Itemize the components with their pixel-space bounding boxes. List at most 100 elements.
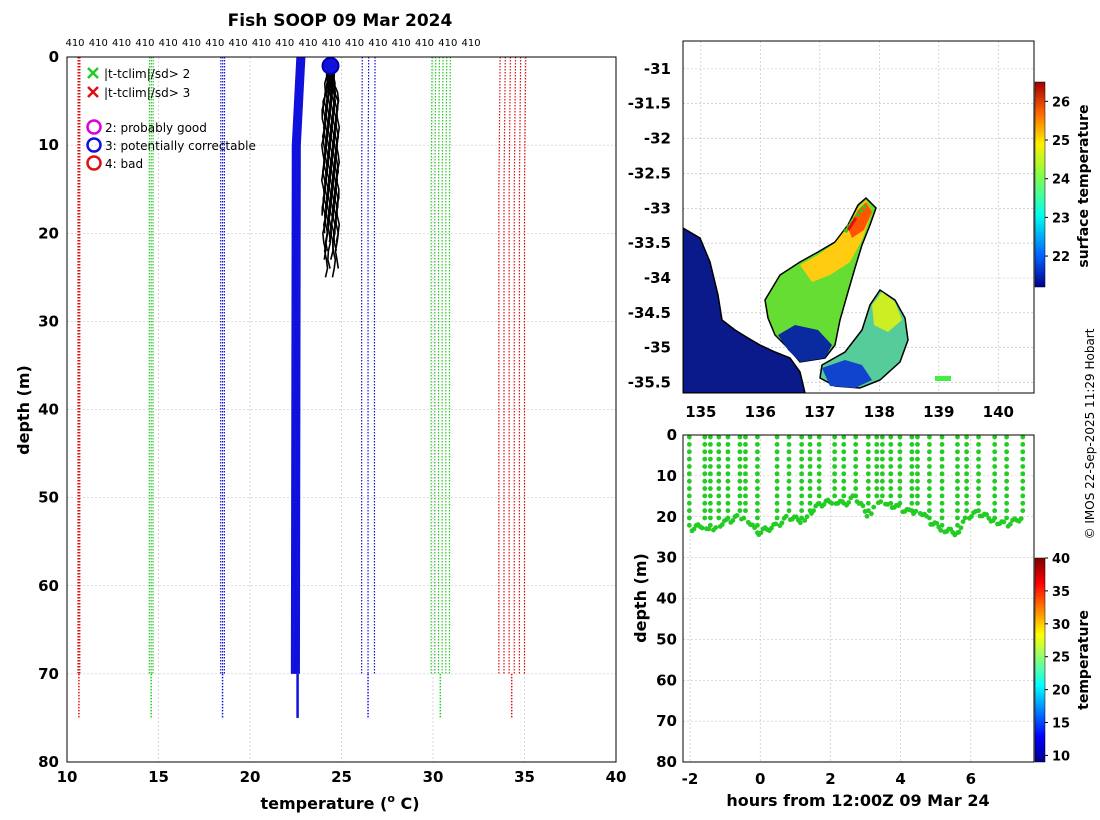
dive-point xyxy=(976,442,981,447)
bottom-point xyxy=(1007,521,1013,527)
dive-point xyxy=(737,500,743,506)
bottom-point xyxy=(691,526,697,532)
dive-point xyxy=(686,486,692,491)
dive-point xyxy=(1004,515,1010,521)
dt-ytick-label: 60 xyxy=(656,671,677,689)
xtick-label: 20 xyxy=(240,768,261,786)
bottom-point xyxy=(938,527,944,533)
dive-point xyxy=(816,471,822,477)
dive-point xyxy=(686,508,692,514)
ytick-label: 0 xyxy=(49,48,59,66)
legend-cross-2: |t-tclim|/sd> 3 xyxy=(87,86,190,100)
legend-circle-1: 2: probably good xyxy=(86,119,207,135)
dive-point xyxy=(939,486,945,491)
dive-point xyxy=(874,486,880,491)
bottom-point xyxy=(871,504,877,510)
dive-point xyxy=(915,500,920,506)
ytick-label: 30 xyxy=(38,312,59,330)
dive-point xyxy=(807,478,813,484)
dive-point xyxy=(915,486,920,491)
dive-point xyxy=(897,464,903,469)
dive-point xyxy=(939,522,945,528)
dive-point xyxy=(702,478,708,484)
map-xtick-label: 140 xyxy=(983,403,1014,421)
dive-point xyxy=(1004,486,1010,491)
climatology-envelopes xyxy=(77,56,527,718)
dive-point xyxy=(1020,449,1026,455)
dt-xtick-label: 6 xyxy=(966,770,976,788)
dive-point xyxy=(992,515,998,521)
dive-point xyxy=(799,500,805,506)
bottom-point xyxy=(719,522,725,527)
dive-point xyxy=(874,478,880,484)
bottom-point xyxy=(864,513,870,519)
map-ytick-label: -31.5 xyxy=(628,95,671,113)
dive-point xyxy=(879,493,885,499)
dt-ytick-label: 80 xyxy=(656,753,677,771)
dive-point xyxy=(992,456,998,462)
map-ytick-label: -32 xyxy=(644,130,671,148)
dive-point xyxy=(716,449,722,455)
dive-point xyxy=(807,434,813,440)
dive-point xyxy=(816,486,822,491)
dive-point xyxy=(755,478,760,484)
dive-point xyxy=(1004,442,1010,447)
top-count-label: 410 xyxy=(182,38,201,49)
dive-point xyxy=(743,493,748,499)
dive-point xyxy=(888,493,894,499)
dive-point xyxy=(716,500,722,506)
dive-point xyxy=(955,434,960,440)
dive-point xyxy=(686,434,692,440)
dive-point xyxy=(841,471,847,477)
dt-xtick-label: 2 xyxy=(825,770,835,788)
bottom-point xyxy=(846,500,852,505)
dive-point xyxy=(915,493,920,499)
top-count-label: 410 xyxy=(112,38,131,49)
dive-point xyxy=(888,478,894,484)
dive-point xyxy=(816,449,822,455)
dive-point xyxy=(865,500,871,506)
dive-point xyxy=(755,464,760,469)
dive-point xyxy=(1020,442,1026,447)
dive-point xyxy=(964,500,970,506)
dive-point xyxy=(702,442,708,447)
xtick-label: 15 xyxy=(148,768,169,786)
dive-point xyxy=(841,478,847,484)
dive-point xyxy=(841,456,847,462)
dive-point xyxy=(865,464,871,469)
dive-point xyxy=(976,508,981,514)
dive-point xyxy=(853,486,859,491)
bottom-point xyxy=(958,525,964,531)
dive-point xyxy=(832,478,838,484)
figure-title: Fish SOOP 09 Mar 2024 xyxy=(228,11,453,31)
bottom-point xyxy=(956,529,962,535)
profile-xlabel: temperature (o C) xyxy=(260,792,419,813)
map-axes-box xyxy=(682,40,1035,394)
dive-point xyxy=(716,478,722,484)
dive-point xyxy=(737,471,743,477)
profile-ticks: 10 15 20 25 30 35 40 0 10 20 30 40 50 60 70 80 xyxy=(38,48,626,786)
dive-point xyxy=(955,486,960,491)
dive-point xyxy=(853,456,859,462)
bottom-point xyxy=(804,514,810,520)
dive-point xyxy=(702,493,708,499)
dive-point xyxy=(807,442,813,447)
dive-point xyxy=(725,471,731,477)
dive-point xyxy=(743,442,748,447)
dive-point xyxy=(939,508,945,514)
climatology-line xyxy=(297,56,306,674)
dive-point xyxy=(927,442,932,447)
dive-point xyxy=(992,471,998,477)
dive-point xyxy=(853,434,859,440)
dive-point xyxy=(1020,493,1026,499)
dive-point xyxy=(786,500,792,506)
dive-point xyxy=(737,493,743,499)
dive-point xyxy=(786,486,792,491)
dive-point xyxy=(879,471,885,477)
dive-point xyxy=(799,486,805,491)
dt-xtick-label: 0 xyxy=(755,770,765,788)
dt-ytick-label: 20 xyxy=(656,508,677,526)
dive-point xyxy=(939,500,945,506)
dive-point xyxy=(865,486,871,491)
